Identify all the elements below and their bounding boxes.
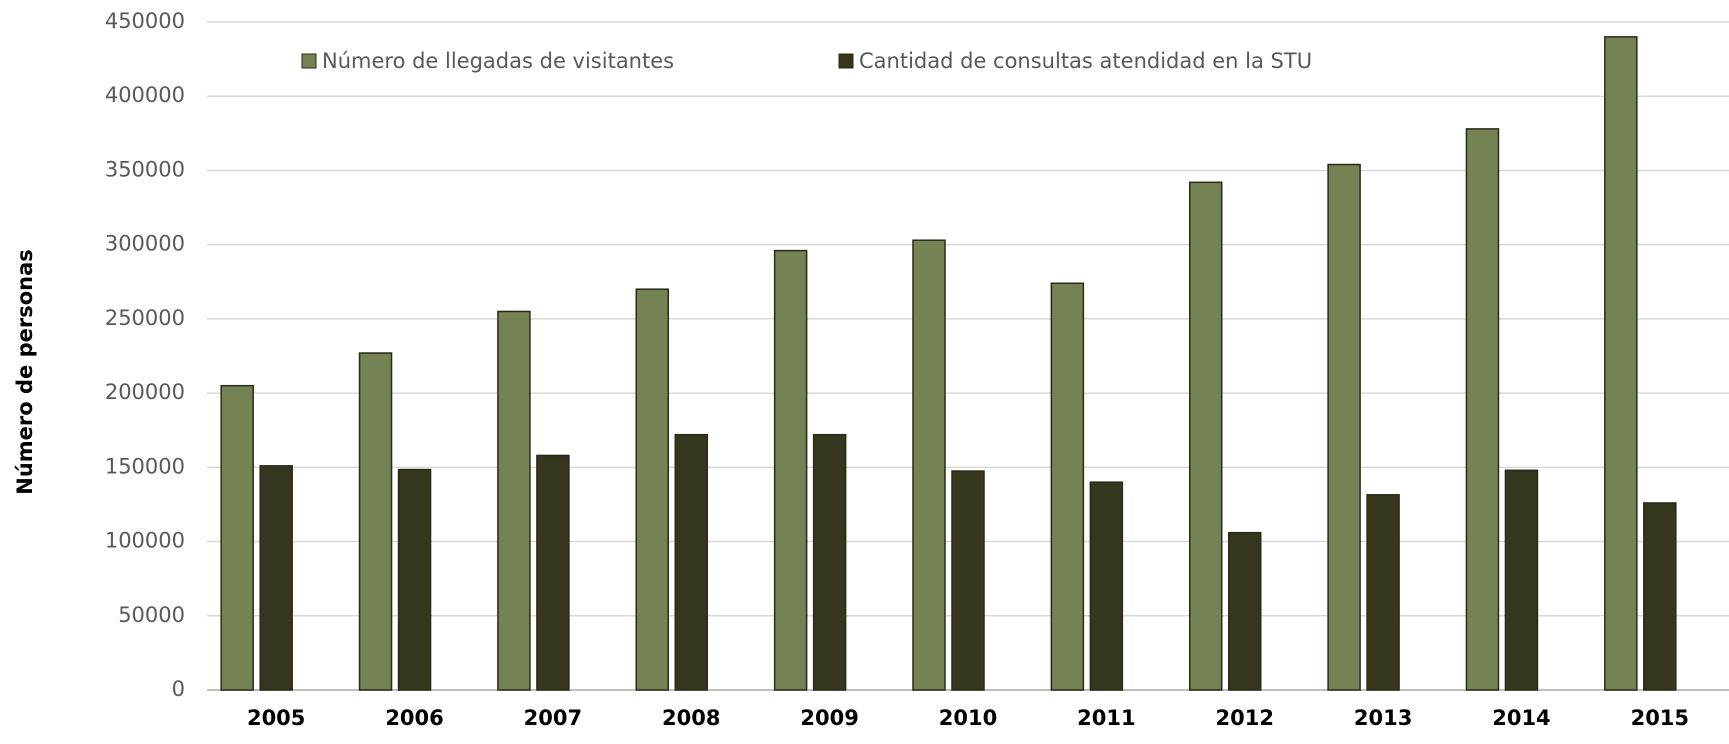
bar — [1050, 282, 1085, 691]
legend-swatch — [838, 53, 854, 69]
bar — [1089, 481, 1124, 691]
bar — [536, 454, 570, 691]
bar — [220, 384, 254, 691]
bar — [497, 310, 531, 691]
bar — [397, 468, 432, 691]
y-tick-label: 0 — [172, 677, 185, 701]
bar — [1604, 36, 1638, 691]
legend-label: Número de llegadas de visitantes — [322, 49, 674, 73]
bar — [635, 288, 670, 691]
x-tick-label: 2010 — [939, 706, 997, 730]
legend-label: Cantidad de consultas atendidad en la ST… — [859, 49, 1312, 73]
bar — [912, 239, 946, 691]
y-tick-label: 350000 — [105, 157, 185, 181]
bar — [951, 470, 985, 691]
bar — [1327, 163, 1361, 691]
x-tick-label: 2009 — [800, 706, 858, 730]
x-tick-label: 2012 — [1216, 706, 1274, 730]
bar — [259, 465, 293, 691]
y-tick-label: 450000 — [105, 9, 185, 33]
bar — [358, 352, 393, 691]
x-tick-label: 2008 — [662, 706, 720, 730]
x-tick-label: 2014 — [1492, 706, 1550, 730]
bar — [1366, 494, 1400, 691]
y-tick-label: 150000 — [105, 454, 185, 478]
bar — [674, 433, 709, 691]
bar — [1643, 502, 1677, 691]
y-tick-label: 300000 — [105, 232, 185, 256]
bar — [1188, 181, 1223, 691]
x-tick-label: 2011 — [1077, 706, 1135, 730]
y-tick-label: 250000 — [105, 306, 185, 330]
bar — [812, 433, 847, 691]
bar — [1465, 128, 1500, 691]
x-tick-label: 2015 — [1631, 706, 1689, 730]
legend-swatch — [301, 53, 317, 69]
y-axis-label: Número de personas — [13, 249, 37, 495]
y-tick-label: 400000 — [105, 83, 185, 107]
x-tick-label: 2007 — [524, 706, 582, 730]
x-tick-label: 2006 — [385, 706, 443, 730]
y-tick-label: 50000 — [118, 603, 185, 627]
x-tick-label: 2013 — [1354, 706, 1412, 730]
x-tick-label: 2005 — [247, 706, 305, 730]
y-tick-label: 100000 — [105, 529, 185, 553]
bar — [773, 249, 808, 691]
y-tick-label: 200000 — [105, 380, 185, 404]
bar — [1227, 531, 1262, 691]
bar — [1504, 469, 1539, 691]
